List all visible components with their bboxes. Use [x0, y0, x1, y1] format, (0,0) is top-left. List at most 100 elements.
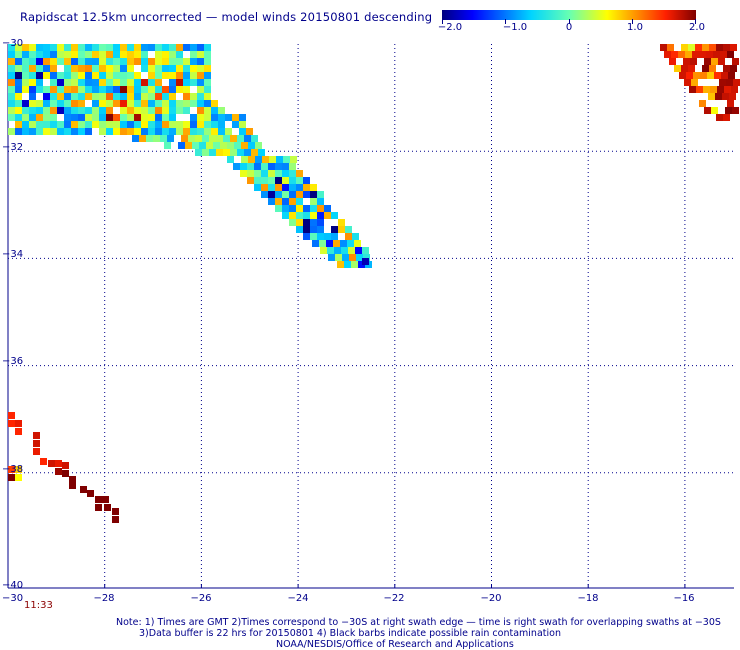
wind-diff-cell	[275, 205, 282, 212]
wind-diff-cell	[85, 121, 92, 128]
colorbar-tick	[569, 19, 570, 24]
wind-diff-cell	[106, 128, 113, 135]
wind-diff-cell	[78, 44, 85, 51]
wind-diff-cell	[296, 191, 303, 198]
wind-diff-cell	[22, 100, 29, 107]
wind-diff-cell	[725, 107, 732, 114]
wind-diff-cell	[310, 191, 317, 198]
wind-diff-cell	[92, 107, 99, 114]
wind-diff-cell	[106, 51, 113, 58]
wind-diff-cell	[183, 79, 190, 86]
wind-diff-cell	[148, 107, 155, 114]
wind-diff-cell	[275, 198, 282, 205]
wind-diff-cell	[99, 86, 106, 93]
wind-diff-cell	[169, 79, 176, 86]
wind-diff-cell	[43, 58, 50, 65]
wind-diff-cell	[303, 184, 310, 191]
wind-diff-cell	[317, 219, 324, 226]
wind-diff-cell	[337, 261, 344, 268]
wind-diff-cell	[155, 79, 162, 86]
wind-diff-cell	[183, 107, 190, 114]
wind-diff-cell	[43, 114, 50, 121]
wind-diff-cell	[230, 149, 237, 156]
lon-label: −18	[577, 593, 599, 604]
wind-diff-cell	[176, 72, 183, 79]
wind-diff-cell	[29, 44, 36, 51]
wind-diff-cell	[127, 121, 134, 128]
wind-diff-cell	[57, 79, 64, 86]
wind-diff-cell	[113, 100, 120, 107]
wind-diff-cell	[176, 107, 183, 114]
wind-diff-cell	[282, 212, 289, 219]
wind-diff-cell	[296, 198, 303, 205]
wind-diff-cell	[356, 254, 363, 261]
wind-diff-cell	[85, 79, 92, 86]
wind-diff-cell	[43, 128, 50, 135]
wind-diff-cell	[190, 114, 197, 121]
wind-diff-cell	[57, 93, 64, 100]
wind-diff-cell	[204, 58, 211, 65]
wind-diff-cell	[258, 149, 265, 156]
wind-diff-cell	[141, 107, 148, 114]
wind-diff-cell	[324, 205, 331, 212]
wind-diff-cell	[141, 121, 148, 128]
wind-diff-cell	[268, 198, 275, 205]
wind-diff-cell	[57, 44, 64, 51]
wind-diff-cell	[64, 107, 71, 114]
wind-diff-cell	[15, 72, 22, 79]
wind-diff-cell	[71, 86, 78, 93]
wind-diff-cell	[43, 72, 50, 79]
wind-diff-cell	[43, 107, 50, 114]
wind-diff-cell	[317, 198, 324, 205]
wind-diff-cell	[106, 107, 113, 114]
wind-diff-cell	[303, 177, 310, 184]
wind-diff-cell	[162, 58, 169, 65]
wind-diff-cell	[303, 226, 310, 233]
wind-diff-cell	[733, 79, 740, 86]
wind-diff-cell	[671, 51, 678, 58]
wind-diff-cell	[190, 100, 197, 107]
wind-diff-cell	[197, 121, 204, 128]
wind-diff-cell	[155, 93, 162, 100]
wind-diff-cell	[216, 135, 223, 142]
wind-diff-cell	[113, 79, 120, 86]
wind-diff-cell	[155, 121, 162, 128]
wind-diff-cell	[102, 496, 109, 503]
wind-diff-cell	[204, 65, 211, 72]
wind-diff-cell	[699, 51, 706, 58]
wind-diff-cell	[232, 114, 239, 121]
wind-diff-cell	[29, 114, 36, 121]
wind-diff-cell	[197, 100, 204, 107]
wind-diff-cell	[686, 72, 693, 79]
wind-diff-cell	[127, 114, 134, 121]
wind-diff-cell	[669, 58, 676, 65]
wind-diff-cell	[15, 93, 22, 100]
wind-diff-cell	[78, 51, 85, 58]
colorbar	[442, 10, 696, 20]
wind-diff-cell	[289, 191, 296, 198]
wind-diff-cell	[127, 93, 134, 100]
lon-label: −16	[673, 593, 695, 604]
wind-diff-cell	[78, 79, 85, 86]
wind-diff-cell	[127, 58, 134, 65]
wind-diff-cell	[50, 58, 57, 65]
wind-diff-cell	[64, 128, 71, 135]
wind-diff-cell	[354, 240, 361, 247]
wind-diff-cell	[211, 100, 218, 107]
wind-diff-cell	[296, 226, 303, 233]
wind-diff-cell	[333, 240, 340, 247]
wind-diff-cell	[728, 72, 735, 79]
wind-diff-cell	[50, 65, 57, 72]
wind-diff-cell	[85, 58, 92, 65]
colorbar-label: −2.0	[437, 22, 463, 33]
wind-diff-cell	[349, 254, 356, 261]
wind-diff-cell	[362, 258, 369, 265]
wind-diff-cell	[50, 72, 57, 79]
wind-diff-cell	[22, 58, 29, 65]
wind-diff-cell	[197, 86, 204, 93]
wind-diff-cell	[317, 191, 324, 198]
wind-diff-cell	[685, 51, 692, 58]
wind-diff-cell	[276, 156, 283, 163]
wind-diff-cell	[190, 44, 197, 51]
wind-diff-cell	[29, 93, 36, 100]
